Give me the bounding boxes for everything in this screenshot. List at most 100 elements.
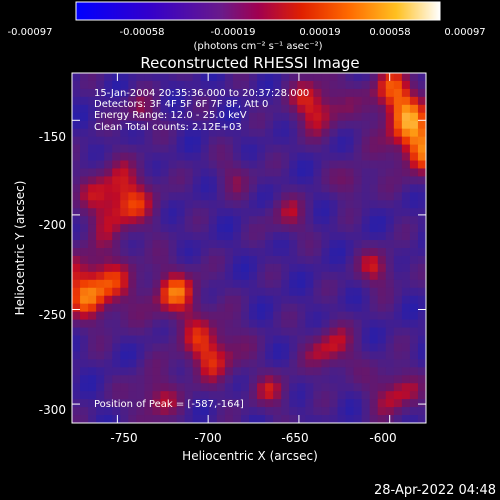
- heatmap-cell: [289, 303, 298, 313]
- heatmap-cell: [417, 303, 427, 313]
- heatmap-cell: [305, 224, 314, 233]
- heatmap-cell: [417, 248, 427, 257]
- heatmap-cell: [281, 248, 290, 257]
- heatmap-cell: [289, 104, 298, 114]
- heatmap-cell: [176, 144, 186, 154]
- heatmap-cell: [249, 271, 258, 281]
- heatmap-cell: [329, 343, 338, 352]
- heatmap-cell: [313, 399, 322, 408]
- heatmap-cell: [281, 120, 290, 130]
- heatmap-cell: [104, 303, 113, 313]
- heatmap-cell: [192, 216, 202, 225]
- heatmap-cell: [305, 168, 314, 177]
- heatmap-cell: [168, 144, 178, 154]
- heatmap-cell: [176, 311, 186, 321]
- heatmap-cell: [200, 224, 210, 233]
- heatmap-cell: [96, 192, 105, 201]
- heatmap-cell: [104, 375, 113, 384]
- heatmap-cell: [128, 271, 137, 281]
- heatmap-cell: [249, 88, 258, 98]
- heatmap-cell: [208, 168, 218, 177]
- heatmap-cell: [240, 375, 250, 384]
- heatmap-cell: [385, 112, 395, 122]
- heatmap-cell: [385, 160, 395, 169]
- heatmap-cell: [96, 271, 105, 281]
- heatmap-cell: [385, 383, 395, 392]
- heatmap-cell: [289, 255, 298, 265]
- heatmap-cell: [120, 343, 129, 352]
- heatmap-cell: [329, 88, 338, 98]
- heatmap-cell: [289, 168, 298, 177]
- heatmap-cell: [72, 144, 81, 154]
- heatmap-cell: [377, 128, 387, 138]
- heatmap-cell: [273, 192, 282, 201]
- heatmap-cell: [345, 160, 355, 169]
- heatmap-cell: [160, 184, 170, 193]
- heatmap-cell: [176, 399, 186, 408]
- heatmap-cell: [136, 96, 145, 106]
- heatmap-cell: [160, 415, 170, 424]
- heatmap-cell: [80, 375, 89, 384]
- heatmap-cell: [409, 192, 419, 201]
- heatmap-cell: [240, 120, 250, 130]
- heatmap-cell: [184, 367, 194, 376]
- heatmap-cell: [112, 248, 121, 257]
- heatmap-cell: [128, 287, 137, 297]
- heatmap-cell: [417, 311, 427, 321]
- heatmap-cell: [112, 224, 121, 233]
- heatmap-cell: [385, 128, 395, 138]
- heatmap-cell: [240, 112, 250, 122]
- heatmap-cell: [329, 160, 338, 169]
- heatmap-cell: [192, 359, 202, 368]
- heatmap-cell: [361, 279, 371, 289]
- heatmap-cell: [152, 319, 161, 329]
- heatmap-cell: [72, 407, 81, 416]
- heatmap-cell: [321, 343, 330, 352]
- heatmap-cell: [345, 319, 355, 329]
- heatmap-cell: [361, 88, 371, 98]
- heatmap-cell: [144, 88, 153, 98]
- heatmap-cell: [184, 152, 194, 161]
- heatmap-cell: [353, 287, 363, 297]
- heatmap-cell: [321, 144, 330, 154]
- heatmap-cell: [417, 359, 427, 368]
- heatmap-cell: [160, 311, 170, 321]
- heatmap-cell: [409, 200, 419, 209]
- heatmap-cell: [273, 248, 282, 257]
- heatmap-cell: [249, 144, 258, 154]
- heatmap-cell: [353, 176, 363, 185]
- heatmap-cell: [160, 144, 170, 154]
- heatmap-cell: [200, 144, 210, 154]
- heatmap-cell: [313, 295, 322, 305]
- heatmap-cell: [401, 319, 411, 329]
- heatmap-cell: [184, 104, 194, 114]
- heatmap-cell: [208, 415, 218, 424]
- heatmap-cell: [281, 104, 290, 114]
- heatmap-cell: [257, 255, 266, 265]
- heatmap-cell: [224, 271, 234, 281]
- heatmap-cell: [369, 112, 379, 122]
- heatmap-cell: [385, 96, 395, 106]
- heatmap-cell: [112, 73, 121, 82]
- heatmap-cell: [232, 287, 242, 297]
- heatmap-cell: [176, 200, 186, 209]
- heatmap-cell: [112, 335, 121, 344]
- heatmap-cell: [240, 343, 250, 352]
- heatmap-cell: [160, 295, 170, 305]
- heatmap-cell: [281, 80, 290, 90]
- heatmap-cell: [208, 184, 218, 193]
- heatmap-cell: [401, 248, 411, 257]
- heatmap-cell: [232, 311, 242, 321]
- heatmap-cell: [393, 136, 403, 146]
- colorbar-tick-label: -0.00058: [120, 27, 165, 38]
- heatmap-cell: [232, 160, 242, 169]
- heatmap-cell: [409, 255, 419, 265]
- heatmap-cell: [96, 80, 105, 90]
- heatmap-cell: [361, 224, 371, 233]
- heatmap-cell: [152, 184, 161, 193]
- heatmap-cell: [96, 407, 105, 416]
- heatmap-cell: [144, 279, 153, 289]
- heatmap-cell: [321, 184, 330, 193]
- heatmap-cell: [80, 295, 89, 305]
- heatmap-cell: [377, 248, 387, 257]
